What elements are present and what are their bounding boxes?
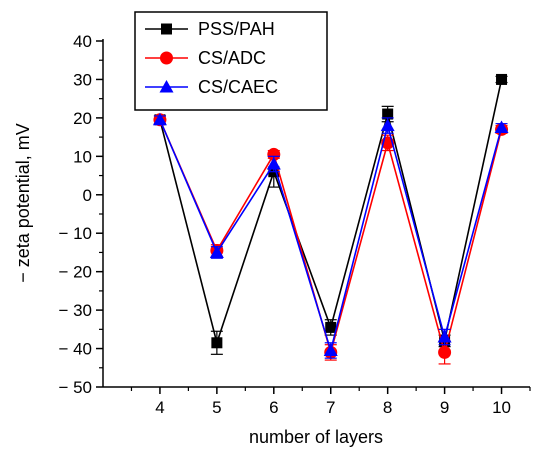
data-point (494, 120, 509, 133)
data-point (267, 147, 281, 161)
series-line (159, 79, 503, 346)
y-tick-label: 0 (83, 186, 92, 205)
y-tick-label: − 50 (58, 378, 92, 397)
legend-label: CS/CAEC (198, 77, 278, 97)
y-axis-label: − zeta potential, mV (13, 123, 33, 283)
x-tick-label: 6 (269, 398, 278, 417)
legend-label: PSS/PAH (198, 19, 275, 39)
data-point (323, 343, 338, 356)
legend: PSS/PAH CS/ADC CS/CAEC (134, 11, 328, 111)
data-point (380, 118, 395, 132)
series-layer (152, 73, 509, 365)
data-point (211, 337, 223, 349)
y-tick-label: − 40 (58, 340, 92, 359)
legend-label: CS/ADC (198, 48, 266, 68)
data-point (209, 245, 224, 258)
legend-marker (161, 23, 172, 35)
y-tick-label: − 30 (58, 301, 92, 320)
data-point (438, 345, 452, 359)
tick-marks: − 50 − 40 − 30 − 20 − 10 0 10 20 30 40 4 5 6 7 8 9 10 (58, 32, 531, 417)
series-cs-caec (152, 112, 509, 359)
x-axis-label: number of layers (249, 427, 383, 447)
x-tick-label: 9 (440, 398, 449, 417)
x-tick-label: 8 (383, 398, 392, 417)
x-tick-label: 10 (492, 398, 511, 417)
x-tick-label: 7 (326, 398, 335, 417)
data-point (152, 112, 167, 126)
x-tick-label: 5 (212, 398, 221, 417)
x-tick-label: 4 (155, 398, 164, 417)
y-tick-label: 30 (73, 70, 92, 89)
y-tick-label: 10 (73, 147, 92, 166)
data-point (266, 157, 281, 170)
data-point (382, 108, 394, 120)
legend-marker (159, 80, 174, 93)
data-point (496, 73, 508, 85)
data-point (437, 330, 452, 343)
series-line (159, 119, 503, 354)
y-tick-label: − 10 (58, 224, 92, 243)
y-tick-label: − 20 (58, 263, 92, 282)
y-tick-label: 20 (73, 109, 92, 128)
data-point (325, 321, 337, 333)
legend-marker (160, 51, 173, 65)
y-tick-label: 40 (73, 32, 92, 51)
